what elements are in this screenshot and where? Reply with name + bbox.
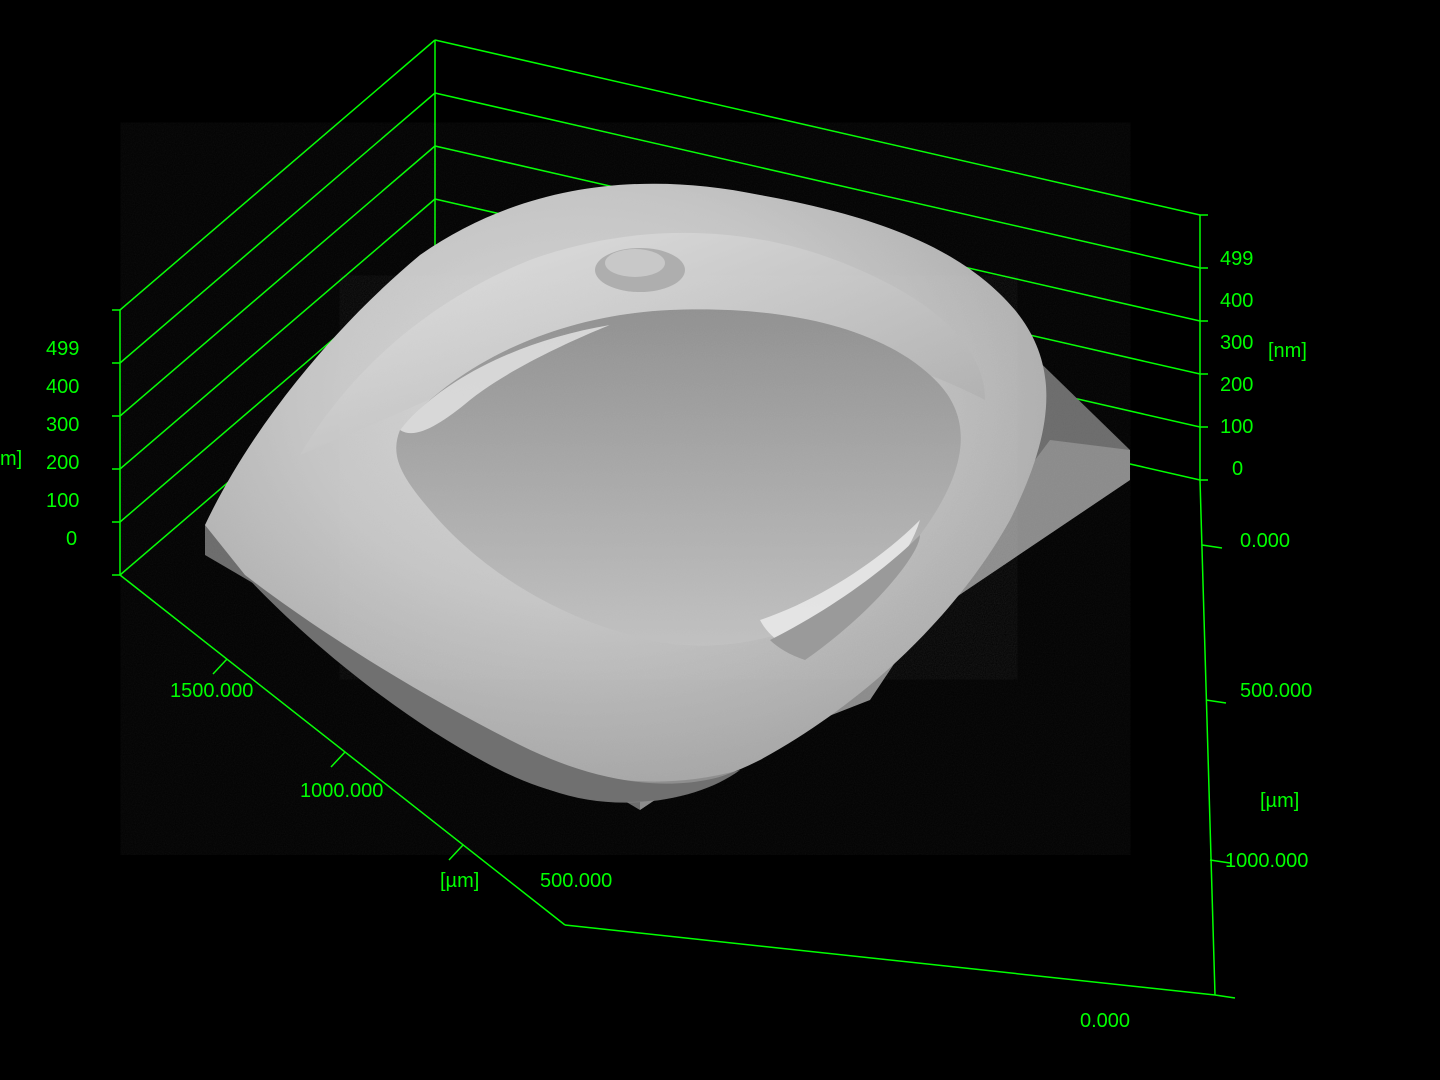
x-tick-1500: 1500.000 [170, 680, 253, 703]
x-tick-1000: 1000.000 [300, 780, 383, 803]
z-right-tick-0: 0 [1232, 458, 1243, 481]
z-right-tick-300: 300 [1220, 332, 1253, 355]
z-right-tick-100: 100 [1220, 416, 1253, 439]
z-right-unit: [nm] [1268, 340, 1307, 363]
surface-body [205, 184, 1046, 803]
y-tick-0a: 0.000 [1240, 530, 1290, 553]
3d-surface-plot: 499 400 300 200 100 0 m] 499 400 300 200… [0, 0, 1440, 1080]
y-tick-500: 500.000 [1240, 680, 1312, 703]
y-unit: [µm] [1260, 790, 1299, 813]
z-right-tick-200: 200 [1220, 374, 1253, 397]
z-left-tick-100: 100 [46, 490, 79, 513]
z-left-unit: m] [0, 448, 22, 471]
z-left-tick-200: 200 [46, 452, 79, 475]
z-left-tick-300: 300 [46, 414, 79, 437]
y-tick-0b: 0.000 [1080, 1010, 1130, 1033]
x-tick-500: 500.000 [540, 870, 612, 893]
z-left-tick-0: 0 [66, 528, 77, 551]
z-right-tick-499: 499 [1220, 248, 1253, 271]
z-left-tick-499: 499 [46, 338, 79, 361]
z-right-tick-400: 400 [1220, 290, 1253, 313]
z-left-tick-400: 400 [46, 376, 79, 399]
axis-grid [0, 0, 1440, 1080]
x-unit: [µm] [440, 870, 479, 893]
y-tick-1000: 1000.000 [1225, 850, 1308, 873]
